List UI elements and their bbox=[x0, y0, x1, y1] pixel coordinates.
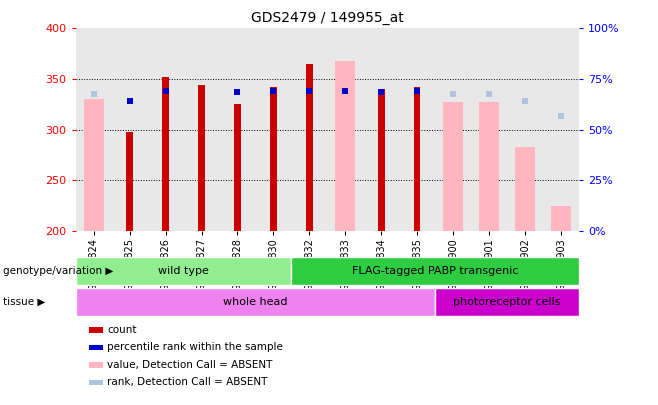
Point bbox=[268, 88, 279, 94]
Point bbox=[161, 88, 171, 94]
Bar bbox=[327, 28, 363, 231]
Text: FLAG-tagged PABP transgenic: FLAG-tagged PABP transgenic bbox=[352, 266, 519, 276]
Point bbox=[520, 98, 530, 104]
Bar bbox=[507, 28, 543, 231]
Bar bbox=[84, 99, 103, 231]
Bar bbox=[471, 28, 507, 231]
Bar bbox=[184, 28, 220, 231]
Text: count: count bbox=[107, 325, 137, 335]
Bar bbox=[479, 102, 499, 231]
Bar bbox=[220, 28, 255, 231]
Point bbox=[412, 88, 422, 94]
Bar bbox=[414, 87, 420, 231]
Bar bbox=[291, 257, 579, 285]
Point bbox=[88, 91, 99, 97]
Bar bbox=[198, 85, 205, 231]
Bar bbox=[443, 102, 463, 231]
Text: percentile rank within the sample: percentile rank within the sample bbox=[107, 343, 283, 352]
Bar bbox=[363, 28, 399, 231]
Point bbox=[304, 88, 315, 94]
Bar bbox=[147, 28, 184, 231]
Bar bbox=[76, 28, 112, 231]
Bar bbox=[291, 28, 327, 231]
Point bbox=[556, 113, 567, 120]
Bar bbox=[336, 61, 355, 231]
Point bbox=[448, 91, 459, 97]
Text: genotype/variation ▶: genotype/variation ▶ bbox=[3, 266, 114, 276]
Bar bbox=[112, 28, 147, 231]
Bar bbox=[255, 28, 291, 231]
Bar bbox=[399, 28, 435, 231]
Bar bbox=[76, 257, 291, 285]
Text: whole head: whole head bbox=[223, 297, 288, 307]
Bar bbox=[515, 147, 535, 231]
Bar bbox=[270, 87, 276, 231]
Point bbox=[340, 88, 351, 94]
Bar bbox=[163, 77, 169, 231]
Text: tissue ▶: tissue ▶ bbox=[3, 297, 45, 307]
Bar bbox=[76, 288, 435, 316]
Point bbox=[376, 89, 386, 96]
Bar bbox=[234, 104, 241, 231]
Text: rank, Detection Call = ABSENT: rank, Detection Call = ABSENT bbox=[107, 377, 268, 387]
Point bbox=[232, 89, 243, 96]
Bar bbox=[551, 205, 571, 231]
Bar bbox=[306, 64, 313, 231]
Bar bbox=[378, 89, 384, 231]
Text: wild type: wild type bbox=[158, 266, 209, 276]
Bar bbox=[126, 132, 133, 231]
Bar bbox=[435, 28, 471, 231]
Point bbox=[124, 98, 135, 104]
Bar bbox=[543, 28, 579, 231]
Title: GDS2479 / 149955_at: GDS2479 / 149955_at bbox=[251, 11, 404, 25]
Bar bbox=[435, 288, 579, 316]
Text: photoreceptor cells: photoreceptor cells bbox=[453, 297, 561, 307]
Point bbox=[484, 91, 494, 97]
Text: value, Detection Call = ABSENT: value, Detection Call = ABSENT bbox=[107, 360, 272, 370]
